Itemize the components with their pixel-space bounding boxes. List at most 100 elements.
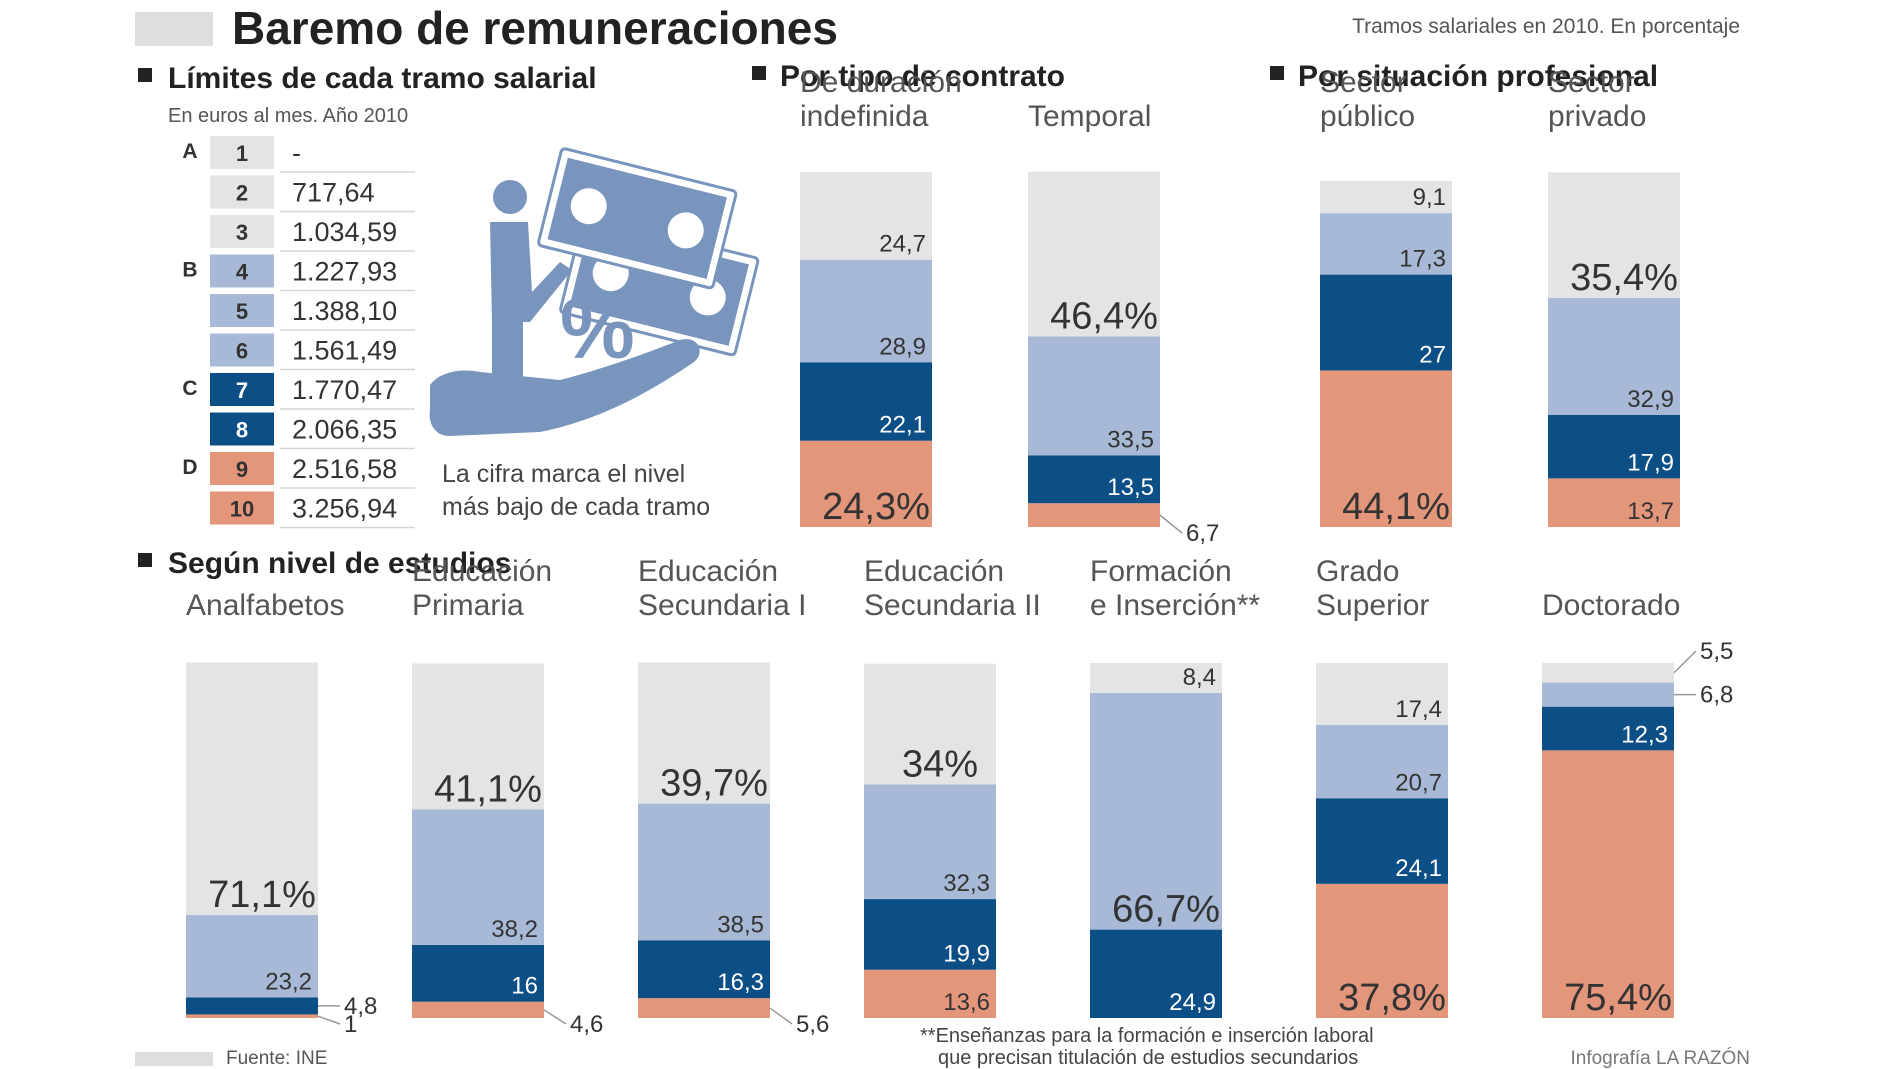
bar-segment	[638, 998, 770, 1018]
bar-segment	[186, 997, 318, 1015]
band-number: 8	[236, 418, 248, 443]
label-leader-line	[769, 1007, 793, 1025]
category-label: Superior	[1316, 589, 1429, 622]
band-number: 10	[230, 497, 254, 522]
data-label: 6,8	[1700, 682, 1733, 709]
bar-segment	[1548, 414, 1680, 479]
bar-segment	[186, 1014, 318, 1018]
band-number: 6	[236, 339, 248, 364]
salary-limits-table: A 1 - 2 717,64 3 1.034,59 B 4 1.227,93 5 1.388,10 6 1…	[182, 136, 415, 529]
heading-limits: Límites de cada tramo salarial	[168, 62, 597, 95]
bar-segment	[800, 172, 932, 260]
category-label: Analfabetos	[186, 589, 344, 622]
band-letter: D	[182, 456, 197, 479]
bar-segment	[1028, 171, 1160, 337]
subheading-limits: En euros al mes. Año 2010	[168, 105, 408, 127]
band-number: 2	[236, 181, 248, 206]
bar-segment	[1542, 750, 1674, 1018]
category-label: público	[1320, 100, 1415, 133]
band-limit-value: 3.256,94	[292, 494, 397, 524]
band-letter: C	[182, 377, 197, 400]
band-limit-value: 1.561,49	[292, 336, 397, 366]
band-limit-value: 1.770,47	[292, 375, 397, 405]
band-box	[210, 136, 274, 169]
band-letter: B	[182, 259, 197, 282]
category-label: Secundaria I	[638, 589, 806, 622]
data-label: 13,5	[1107, 474, 1154, 501]
data-label: 37,8%	[1338, 977, 1446, 1019]
data-label: 12,3	[1621, 721, 1668, 748]
bar-segment	[800, 259, 932, 363]
bar-segment	[800, 362, 932, 441]
data-label: 19,9	[943, 941, 990, 968]
data-label: 44,1%	[1342, 486, 1450, 528]
bar-segment	[1548, 298, 1680, 415]
data-label: 24,1	[1395, 855, 1442, 882]
data-label: 38,2	[491, 916, 538, 943]
bar-segment	[800, 440, 932, 527]
heading-studies: Según nivel de estudios	[168, 547, 511, 580]
band-limit-value: 1.227,93	[292, 257, 397, 287]
footer-credit: Infografía LA RAZÓN	[1570, 1047, 1750, 1069]
label-leader-line	[317, 1015, 341, 1025]
bar-segment	[1316, 663, 1448, 725]
bar-segment	[412, 944, 544, 1002]
band-number: 5	[236, 299, 248, 324]
bar-segment	[1090, 929, 1222, 1018]
data-label: 5,6	[796, 1011, 829, 1038]
category-label: Educación	[412, 555, 552, 588]
data-label: 13,6	[943, 989, 990, 1016]
data-label: 71,1%	[208, 874, 316, 916]
heading-bullet-studies	[138, 553, 152, 567]
bar-segment	[864, 899, 996, 970]
bar-segment	[186, 915, 318, 998]
data-label: 27	[1419, 341, 1446, 368]
heading-contract: Por tipo de contrato	[780, 60, 1065, 93]
data-label: 8,4	[1183, 664, 1216, 691]
data-label: 17,3	[1399, 246, 1446, 273]
bar-segment	[1548, 172, 1680, 299]
bar-segment	[412, 809, 544, 945]
data-label: 17,4	[1395, 696, 1442, 723]
bar-segment	[1028, 336, 1160, 456]
bar-segment	[1320, 213, 1452, 275]
chart-2: Sectorpúblico44,1%2717,39,1Sectorprivado…	[1320, 66, 1680, 528]
bar-segment	[864, 784, 996, 900]
band-limit-value: 2.066,35	[292, 415, 397, 445]
data-label: 16	[511, 973, 538, 1000]
category-label: Grado	[1316, 555, 1399, 588]
band-box	[210, 491, 274, 525]
band-number: 4	[236, 260, 249, 285]
band-limit-value: -	[292, 138, 301, 168]
data-label: 32,3	[943, 870, 990, 897]
band-number: 7	[236, 378, 248, 403]
page-title: Baremo de remuneraciones	[232, 2, 838, 54]
data-label: 9,1	[1413, 184, 1446, 211]
band-number: 3	[236, 220, 248, 245]
data-label: 6,7	[1186, 520, 1219, 547]
data-label: 17,9	[1627, 449, 1674, 476]
data-label: 33,5	[1107, 426, 1154, 453]
data-label: 24,7	[879, 231, 926, 258]
heading-professional: Por situación profesional	[1298, 60, 1658, 93]
category-label: indefinida	[800, 100, 929, 133]
band-box	[210, 175, 274, 209]
category-label: Secundaria II	[864, 589, 1041, 622]
data-label: 28,9	[879, 333, 926, 360]
bar-segment	[1090, 692, 1222, 930]
bar-segment	[864, 969, 996, 1018]
data-label: 39,7%	[660, 763, 768, 805]
data-label: 75,4%	[1564, 977, 1672, 1019]
data-label: 41,1%	[434, 768, 542, 810]
data-label: 16,3	[717, 969, 764, 996]
band-box	[210, 412, 274, 446]
band-letter: A	[182, 140, 197, 163]
category-label: Educación	[638, 555, 778, 588]
bar-segment	[1542, 706, 1674, 751]
footnote-line-1: **Enseñanzas para la formación e inserci…	[920, 1025, 1374, 1047]
bar-segment	[1320, 180, 1452, 214]
band-box	[210, 373, 274, 406]
bar-segment	[186, 662, 318, 916]
band-box	[210, 333, 274, 367]
